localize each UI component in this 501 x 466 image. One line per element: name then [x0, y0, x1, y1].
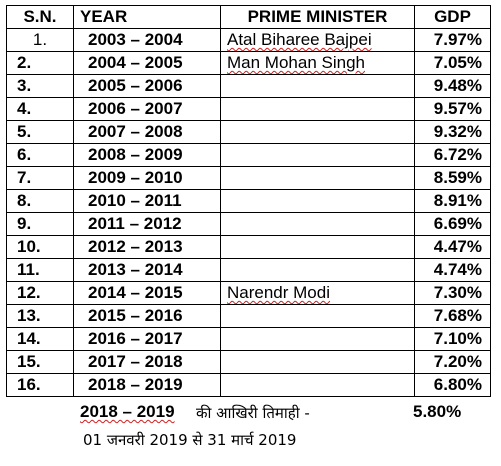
cell-gdp: 4.47%: [414, 235, 491, 259]
cell-year: 2016 – 2017: [73, 327, 221, 351]
cell-prime-minister: [220, 74, 415, 98]
cell-year: 2003 – 2004: [73, 28, 221, 52]
cell-sn: 10.: [6, 235, 74, 259]
table-row: 2. 2004 – 2005 Man Mohan Singh 7.05%: [6, 51, 491, 75]
cell-gdp: 8.59%: [414, 166, 491, 190]
cell-year: 2004 – 2005: [73, 51, 221, 75]
cell-prime-minister: [220, 350, 415, 374]
table-row: 11. 2013 – 2014 4.74%: [6, 258, 491, 282]
header-year: YEAR: [73, 5, 221, 29]
cell-year: 2011 – 2012: [73, 212, 221, 236]
table-body: 1. 2003 – 2004 Atal Biharee Bajpei 7.97% 2. 2…: [6, 28, 491, 397]
cell-gdp: 7.05%: [414, 51, 491, 75]
cell-sn: 11.: [6, 258, 74, 282]
cell-gdp: 9.57%: [414, 97, 491, 121]
table-header-row: S.N. YEAR PRIME MINISTER GDP: [6, 5, 491, 29]
cell-sn: 15.: [6, 350, 74, 374]
cell-sn: 2.: [6, 51, 74, 75]
footer-hindi-label: की आखिरी तिमाही -: [196, 404, 310, 422]
table-row: 1. 2003 – 2004 Atal Biharee Bajpei 7.97%: [6, 28, 491, 52]
prime-minister-name: Narendr Modi: [227, 283, 330, 302]
cell-prime-minister: [220, 258, 415, 282]
header-sn: S.N.: [6, 5, 74, 29]
table-row: 9. 2011 – 2012 6.69%: [6, 212, 491, 236]
table-row: 4. 2006 – 2007 9.57%: [6, 97, 491, 121]
footer-period-line: 01 जनवरी 2019 से 31 मार्च 2019: [0, 430, 492, 454]
cell-year: 2015 – 2016: [73, 304, 221, 328]
cell-gdp: 6.69%: [414, 212, 491, 236]
cell-gdp: 6.72%: [414, 143, 491, 167]
header-prime-minister: PRIME MINISTER: [220, 5, 415, 29]
footer-year: 2018 – 2019: [80, 402, 175, 421]
gdp-table: S.N. YEAR PRIME MINISTER GDP 1. 2003 – 20…: [6, 5, 491, 397]
cell-prime-minister: [220, 97, 415, 121]
cell-year: 2018 – 2019: [73, 373, 221, 397]
cell-gdp: 8.91%: [414, 189, 491, 213]
cell-sn: 5.: [6, 120, 74, 144]
cell-year: 2005 – 2006: [73, 74, 221, 98]
cell-prime-minister: [220, 143, 415, 167]
cell-prime-minister: Man Mohan Singh: [220, 51, 415, 75]
cell-year: 2009 – 2010: [73, 166, 221, 190]
cell-sn: 1.: [6, 28, 74, 52]
cell-gdp: 7.30%: [414, 281, 491, 305]
prime-minister-name: Man Mohan Singh: [227, 53, 365, 72]
cell-sn: 7.: [6, 166, 74, 190]
prime-minister-name: Atal Biharee Bajpei: [227, 30, 372, 49]
cell-year: 2017 – 2018: [73, 350, 221, 374]
cell-prime-minister: [220, 120, 415, 144]
cell-prime-minister: [220, 235, 415, 259]
cell-sn: 6.: [6, 143, 74, 167]
footer-gdp: 5.80%: [413, 402, 462, 421]
header-gdp: GDP: [414, 5, 491, 29]
table-row: 8. 2010 – 2011 8.91%: [6, 189, 491, 213]
cell-prime-minister: [220, 373, 415, 397]
cell-gdp: 7.68%: [414, 304, 491, 328]
table-row: 10. 2012 – 2013 4.47%: [6, 235, 491, 259]
cell-year: 2013 – 2014: [73, 258, 221, 282]
table-row: 6. 2008 – 2009 6.72%: [6, 143, 491, 167]
cell-year: 2007 – 2008: [73, 120, 221, 144]
footer-period: 01 जनवरी 2019 से 31 मार्च 2019: [83, 431, 297, 449]
table-row: 12. 2014 – 2015 Narendr Modi 7.30%: [6, 281, 491, 305]
table-row: 16. 2018 – 2019 6.80%: [6, 373, 491, 397]
footer-quarter-line: 2018 – 2019 की आखिरी तिमाही - 5.80%: [0, 402, 492, 426]
table-row: 14. 2016 – 2017 7.10%: [6, 327, 491, 351]
table-row: 15. 2017 – 2018 7.20%: [6, 350, 491, 374]
cell-gdp: 9.32%: [414, 120, 491, 144]
cell-gdp: 7.97%: [414, 28, 491, 52]
cell-sn: 3.: [6, 74, 74, 98]
cell-year: 2006 – 2007: [73, 97, 221, 121]
cell-sn: 4.: [6, 97, 74, 121]
cell-sn: 8.: [6, 189, 74, 213]
cell-prime-minister: [220, 189, 415, 213]
cell-gdp: 4.74%: [414, 258, 491, 282]
cell-sn: 16.: [6, 373, 74, 397]
cell-gdp: 7.10%: [414, 327, 491, 351]
cell-sn: 12.: [6, 281, 74, 305]
gdp-table-container: S.N. YEAR PRIME MINISTER GDP 1. 2003 – 20…: [6, 5, 491, 397]
cell-year: 2008 – 2009: [73, 143, 221, 167]
cell-prime-minister: Atal Biharee Bajpei: [220, 28, 415, 52]
cell-gdp: 6.80%: [414, 373, 491, 397]
cell-year: 2014 – 2015: [73, 281, 221, 305]
cell-prime-minister: [220, 212, 415, 236]
table-row: 3. 2005 – 2006 9.48%: [6, 74, 491, 98]
cell-sn: 14.: [6, 327, 74, 351]
cell-gdp: 7.20%: [414, 350, 491, 374]
cell-sn: 13.: [6, 304, 74, 328]
table-row: 7. 2009 – 2010 8.59%: [6, 166, 491, 190]
cell-gdp: 9.48%: [414, 74, 491, 98]
cell-prime-minister: [220, 304, 415, 328]
cell-prime-minister: [220, 327, 415, 351]
cell-prime-minister: Narendr Modi: [220, 281, 415, 305]
table-row: 5. 2007 – 2008 9.32%: [6, 120, 491, 144]
cell-year: 2012 – 2013: [73, 235, 221, 259]
cell-prime-minister: [220, 166, 415, 190]
cell-sn: 9.: [6, 212, 74, 236]
table-row: 13. 2015 – 2016 7.68%: [6, 304, 491, 328]
cell-year: 2010 – 2011: [73, 189, 221, 213]
